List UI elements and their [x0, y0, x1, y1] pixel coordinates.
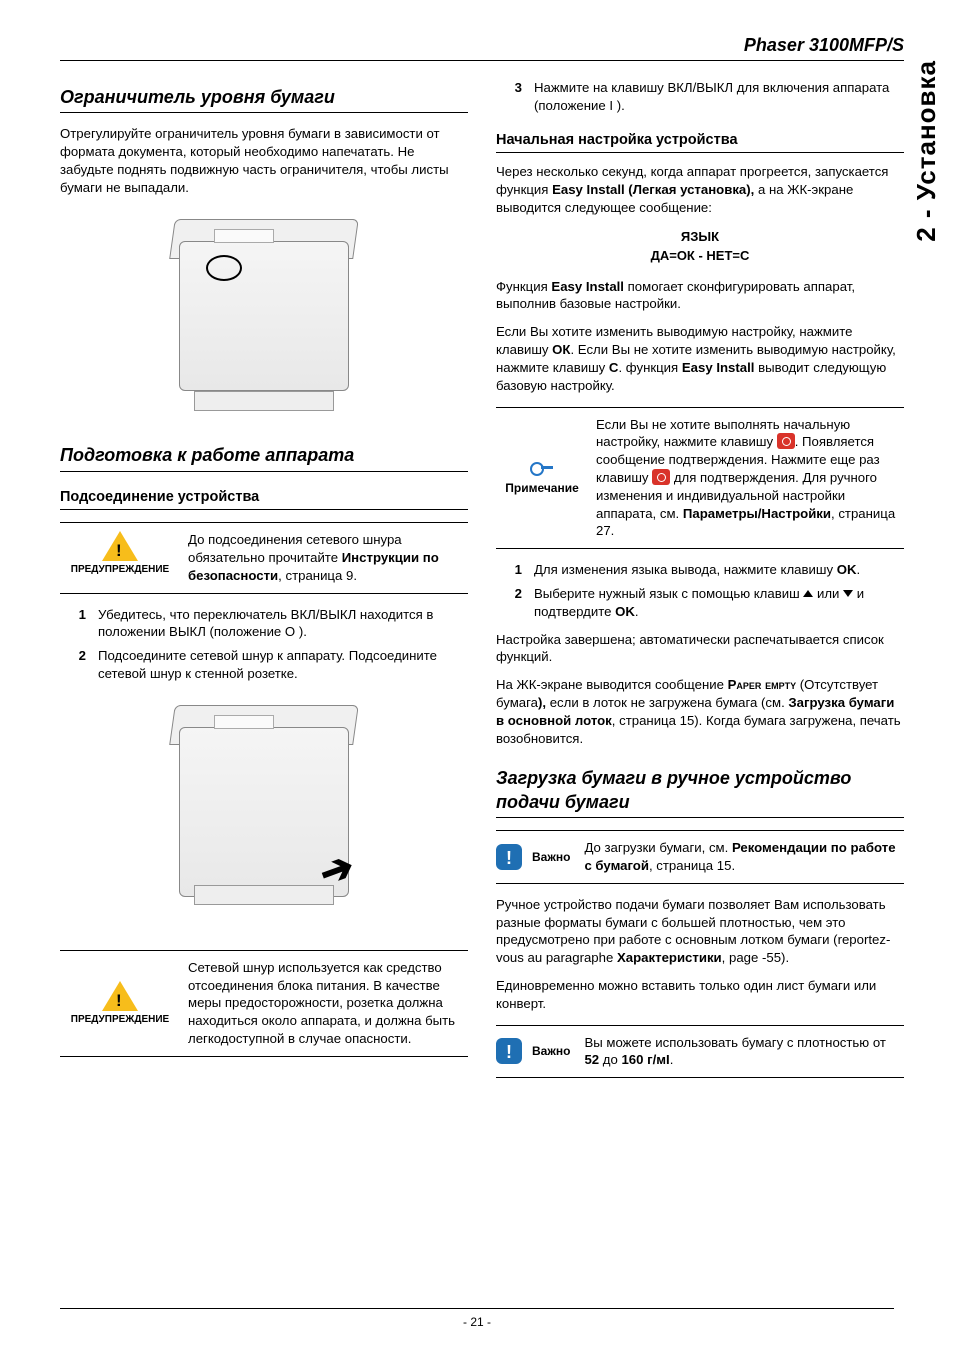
important-icon: [496, 844, 522, 870]
manual-feed-text: Ручное устройство подачи бумаги позволяе…: [496, 896, 904, 967]
important-box-2: Важно Вы можете использовать бумагу с пл…: [496, 1025, 904, 1079]
lang-step-2: 2 Выберите нужный язык с помощью клавиш …: [496, 585, 904, 621]
warning-1-text: До подсоединения сетевого шнура обязател…: [188, 531, 468, 584]
stop-button-icon: [652, 469, 670, 485]
right-column: 3 Нажмите на клавишу ВКЛ/ВЫКЛ для включе…: [496, 75, 904, 1090]
chapter-side-tab: 2 - Установка: [911, 60, 942, 242]
lcd-message: ЯЗЫК ДА=ОК - НЕТ=С: [496, 227, 904, 266]
two-column-layout: Ограничитель уровня бумаги Отрегулируйте…: [60, 75, 904, 1090]
figure-printer-top: [60, 211, 468, 426]
figure-printer-power: ➔: [60, 697, 468, 932]
step-2: 2 Подсоедините сетевой шнур к аппарату. …: [60, 647, 468, 683]
down-arrow-icon: [843, 590, 853, 597]
stop-button-icon: [777, 433, 795, 449]
model-title: Phaser 3100MFP/S: [744, 35, 904, 55]
section-manual-feed: Загрузка бумаги в ручное устройство пода…: [496, 766, 904, 819]
important-icon: [496, 1038, 522, 1064]
warning-2-text: Сетевой шнур используется как средство о…: [188, 959, 468, 1048]
language-steps: 1 Для изменения языка вывода, нажмите кл…: [496, 561, 904, 620]
note-box: Примечание Если Вы не хотите выполнять н…: [496, 407, 904, 550]
note-text: Если Вы не хотите выполнять начальную на…: [596, 416, 904, 541]
key-icon: [530, 460, 554, 474]
section-prepare: Подготовка к работе аппарата: [60, 443, 468, 471]
subsection-initial-setup: Начальная настройка устройства: [496, 131, 904, 154]
subsection-connect: Подсоединение устройства: [60, 488, 468, 511]
warning-label: ПРЕДУПРЕЖДЕНИЕ: [71, 1014, 169, 1025]
callout-circle-icon: [206, 255, 242, 281]
warning-box-2: ПРЕДУПРЕЖДЕНИЕ Сетевой шнур используется…: [60, 950, 468, 1057]
section-paper-limiter: Ограничитель уровня бумаги: [60, 85, 468, 113]
single-sheet-text: Единовременно можно вставить только один…: [496, 977, 904, 1013]
warning-icon: [102, 531, 138, 561]
step-1: 1 Убедитесь, что переключатель ВКЛ/ВЫКЛ …: [60, 606, 468, 642]
page-header: Phaser 3100MFP/S: [60, 35, 904, 61]
warning-icon: [102, 981, 138, 1011]
connect-steps: 1 Убедитесь, что переключатель ВКЛ/ВЫКЛ …: [60, 606, 468, 683]
setup-complete-text: Настройка завершена; автоматически распе…: [496, 631, 904, 667]
page-footer: - 21 -: [60, 1308, 894, 1329]
easy-install-intro: Через несколько секунд, когда аппарат пр…: [496, 163, 904, 216]
warning-label: ПРЕДУПРЕЖДЕНИЕ: [71, 564, 169, 575]
paper-limiter-text: Отрегулируйте ограничитель уровня бумаги…: [60, 125, 468, 196]
paper-empty-text: На ЖК-экране выводится сообщение Paper e…: [496, 676, 904, 747]
power-on-step: 3 Нажмите на клавишу ВКЛ/ВЫКЛ для включе…: [496, 79, 904, 115]
important-label: Важно: [532, 1043, 570, 1059]
important-2-text: Вы можете использовать бумагу с плотност…: [584, 1034, 904, 1070]
important-box-1: Важно До загрузки бумаги, см. Рекомендац…: [496, 830, 904, 884]
up-arrow-icon: [803, 590, 813, 597]
step-3: 3 Нажмите на клавишу ВКЛ/ВЫКЛ для включе…: [496, 79, 904, 115]
lang-step-1: 1 Для изменения языка вывода, нажмите кл…: [496, 561, 904, 579]
easy-install-desc: Функция Easy Install помогает сконфигури…: [496, 278, 904, 314]
important-1-text: До загрузки бумаги, см. Рекомендации по …: [584, 839, 904, 875]
note-label: Примечание: [505, 480, 579, 496]
left-column: Ограничитель уровня бумаги Отрегулируйте…: [60, 75, 468, 1090]
important-label: Важно: [532, 849, 570, 865]
change-setting-text: Если Вы хотите изменить выводимую настро…: [496, 323, 904, 394]
warning-box-1: ПРЕДУПРЕЖДЕНИЕ До подсоединения сетевого…: [60, 522, 468, 593]
